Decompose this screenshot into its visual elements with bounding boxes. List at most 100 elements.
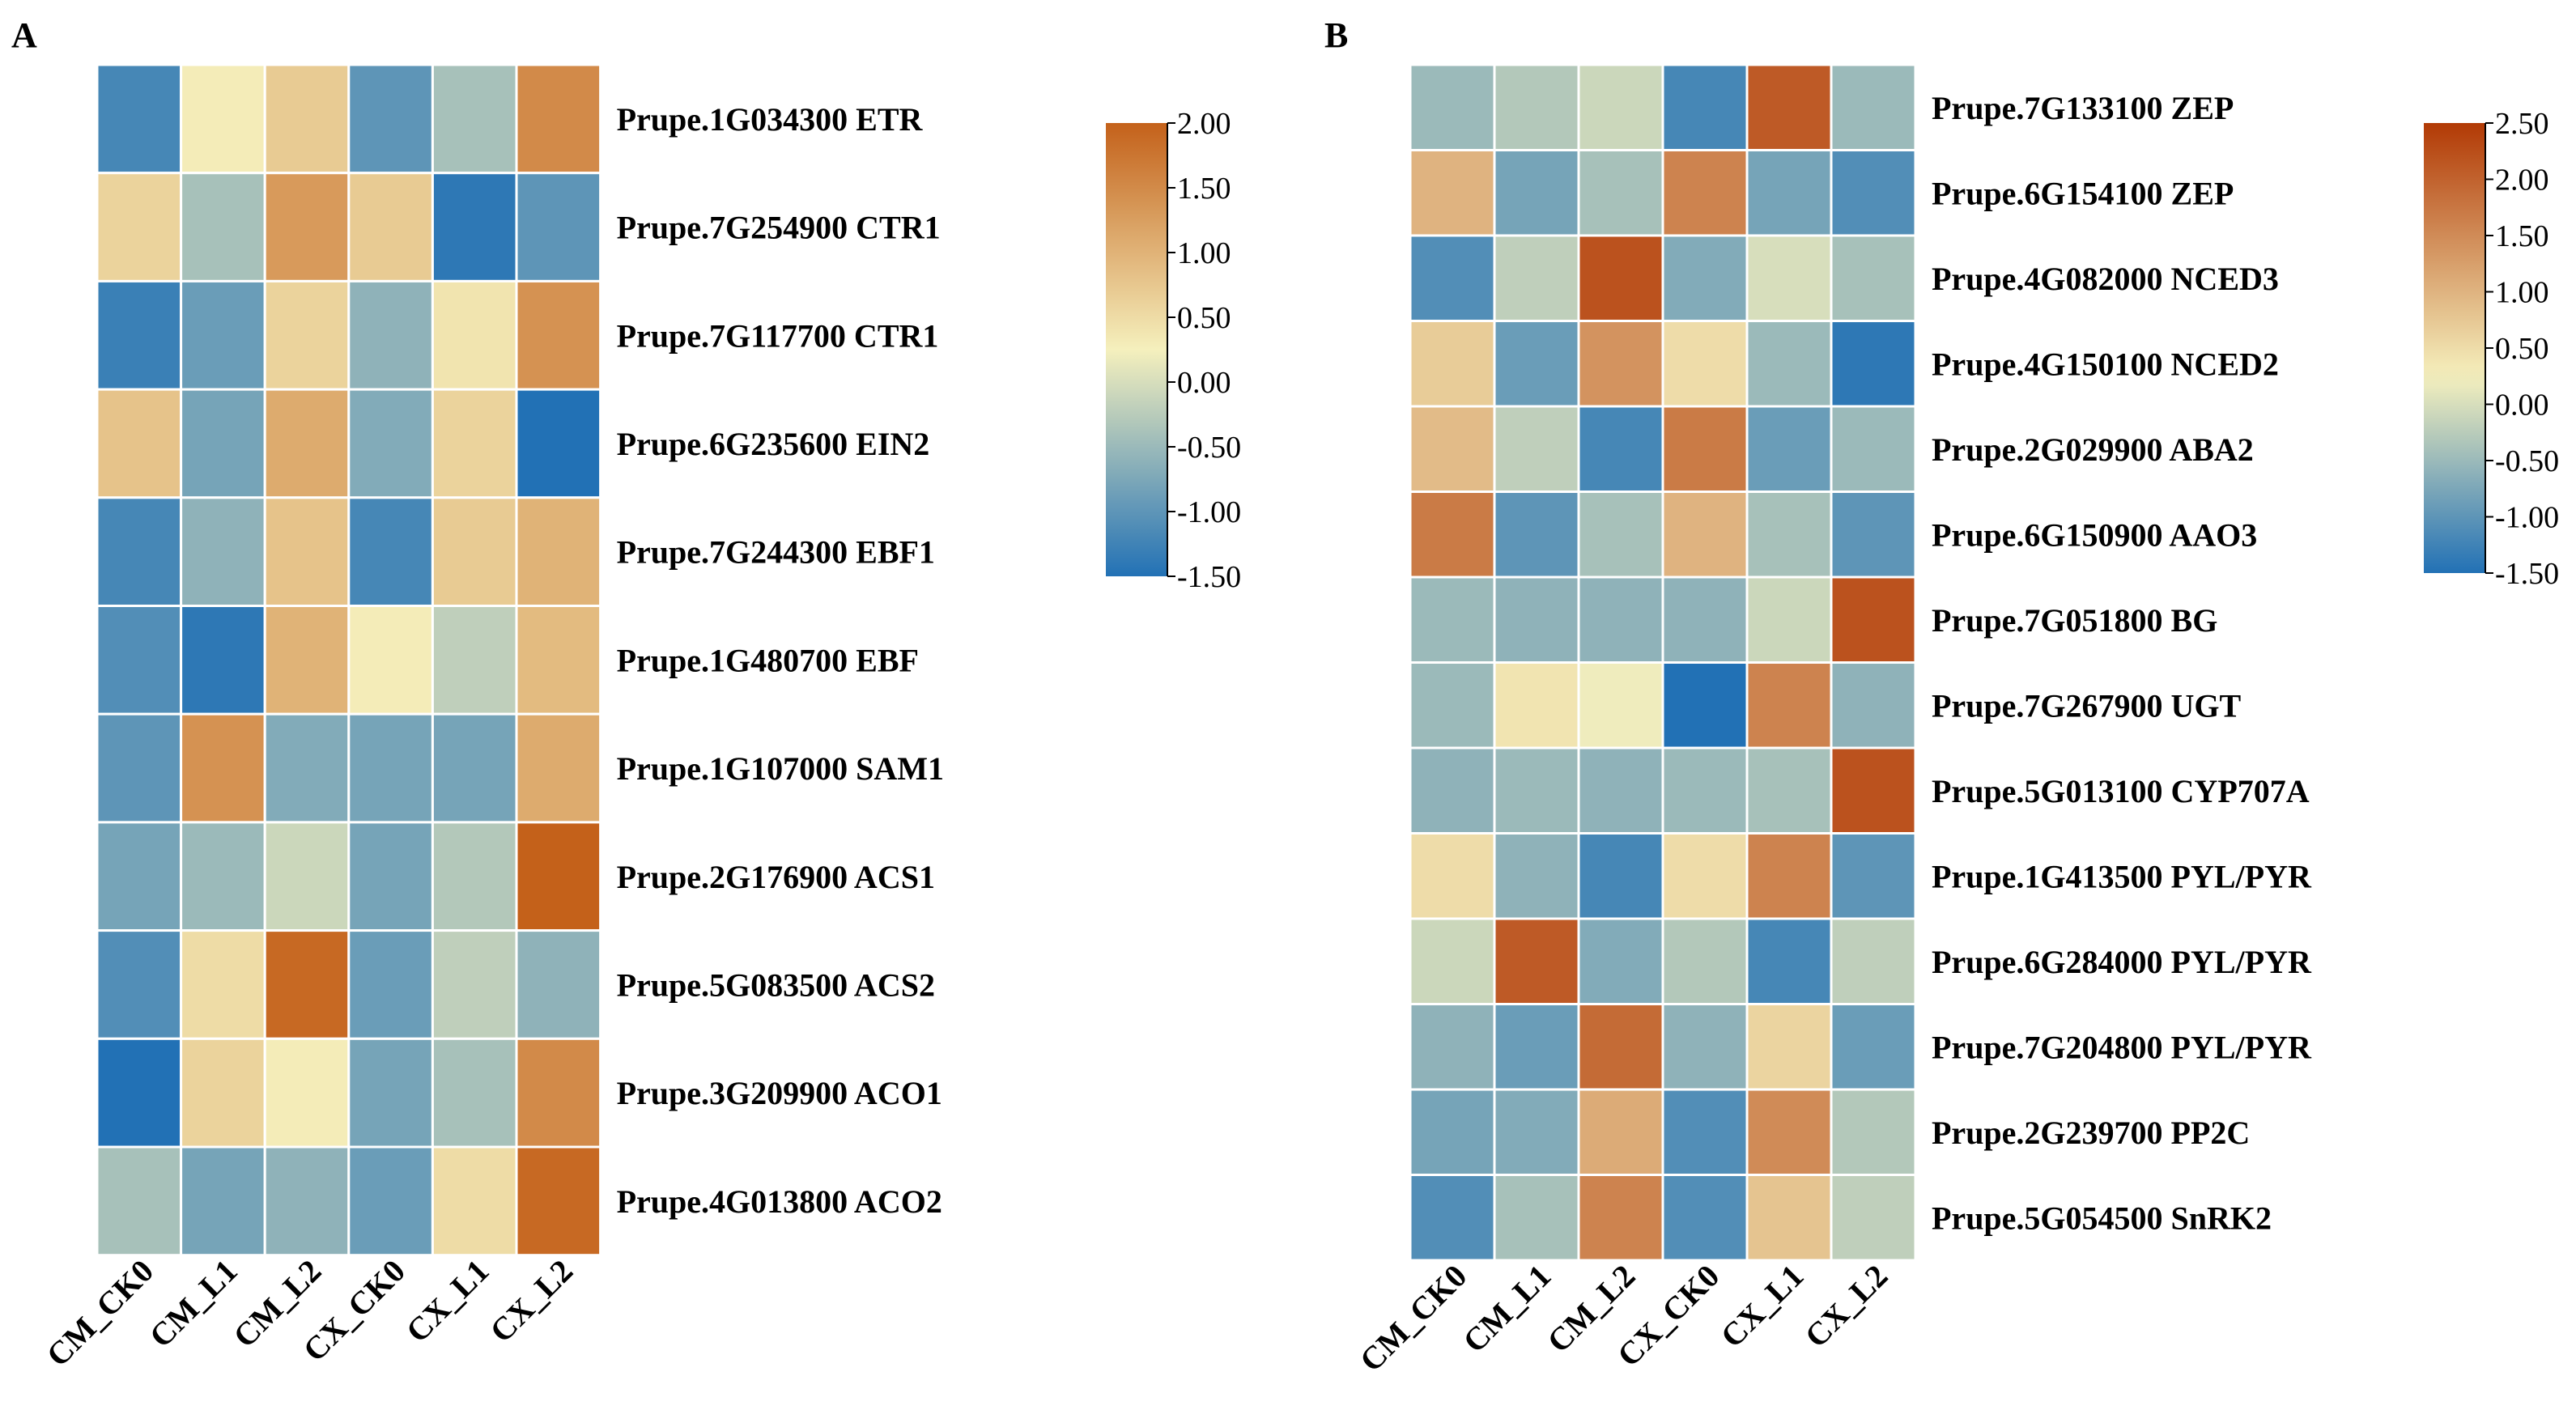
heatmap-cell: [347, 929, 434, 1040]
heatmap-cell: [1830, 746, 1917, 835]
heatmap-cell: [1661, 149, 1749, 237]
row-label: Prupe.7G267900 UGT: [1932, 687, 2242, 724]
heatmap-cell: [515, 63, 602, 175]
heatmap-cell: [1661, 63, 1749, 151]
heatmap-cell: [1830, 491, 1917, 579]
heatmap-cell: [1493, 491, 1580, 579]
row-label: Prupe.1G034300 ETR: [617, 101, 924, 138]
heatmap-cell: [1409, 491, 1496, 579]
row-label: Prupe.5G054500 SnRK2: [1932, 1200, 2272, 1236]
heatmap-cell: [1830, 1003, 1917, 1091]
row-label: Prupe.4G150100 NCED2: [1932, 346, 2279, 382]
heatmap-cell: [1409, 1088, 1496, 1176]
row-label: Prupe.7G254900 CTR1: [617, 210, 941, 246]
heatmap-cell: [515, 388, 602, 499]
heatmap-cell: [1830, 575, 1917, 664]
column-label: CM_L1: [1456, 1258, 1558, 1360]
heatmap-cell: [1661, 491, 1749, 579]
heatmap-cell: [1661, 575, 1749, 664]
colorbar: [2424, 123, 2485, 573]
heatmap-cell: [1661, 1174, 1749, 1262]
heatmap-cell: [1830, 234, 1917, 322]
colorbar-tick-label: 0.00: [1177, 366, 1231, 400]
heatmap-cell: [1661, 661, 1749, 750]
heatmap-cell: [96, 1145, 183, 1257]
heatmap-cell: [431, 712, 518, 824]
heatmap-cell: [1577, 1003, 1664, 1091]
heatmap-cell: [180, 821, 266, 932]
heatmap-cell: [1830, 661, 1917, 750]
row-label: Prupe.6G154100 ZEP: [1932, 175, 2234, 211]
heatmap-cell: [515, 821, 602, 932]
panel-letter-a: A: [11, 15, 37, 55]
heatmap-cell: [263, 279, 351, 391]
heatmap-cell: [263, 712, 351, 824]
heatmap-cell: [1745, 63, 1833, 151]
row-label: Prupe.1G480700 EBF: [617, 642, 919, 678]
row-label: Prupe.6G284000 PYL/PYR: [1932, 944, 2312, 980]
heatmap-cell: [1577, 832, 1664, 920]
column-label: CM_CK0: [40, 1252, 161, 1374]
heatmap-cell: [1493, 575, 1580, 664]
heatmap-cell: [1577, 575, 1664, 664]
row-label: Prupe.7G051800 BG: [1932, 602, 2217, 639]
heatmap-cell: [263, 388, 351, 499]
colorbar-tick-label: -1.00: [1177, 495, 1241, 529]
heatmap-cell: [1745, 1174, 1833, 1262]
colorbar-tick-label: 0.00: [2495, 389, 2549, 423]
heatmap-cell: [263, 821, 351, 932]
heatmap-cell: [1830, 63, 1917, 151]
colorbar-tick-label: -1.50: [2495, 557, 2559, 591]
row-label: Prupe.4G082000 NCED3: [1932, 261, 2279, 297]
heatmap-cell: [1409, 63, 1496, 151]
colorbar-tick-label: 1.50: [1177, 172, 1231, 206]
heatmap-cell: [1409, 575, 1496, 664]
heatmap-cell: [1830, 832, 1917, 920]
heatmap-cell: [180, 279, 266, 391]
row-label: Prupe.1G413500 PYL/PYR: [1932, 858, 2312, 894]
heatmap-cell: [1409, 149, 1496, 237]
row-label: Prupe.6G235600 EIN2: [617, 426, 930, 462]
row-label: Prupe.7G204800 PYL/PYR: [1932, 1029, 2312, 1065]
heatmap-cell: [1409, 661, 1496, 750]
panel-letter-b: B: [1324, 15, 1348, 55]
heatmap-cell: [347, 605, 434, 716]
heatmap-cell: [431, 821, 518, 932]
heatmap-cell: [1409, 405, 1496, 493]
heatmap-cell: [96, 279, 183, 391]
heatmap-cell: [1830, 1088, 1917, 1176]
heatmap-cell: [1493, 234, 1580, 322]
heatmap-cell: [431, 63, 518, 175]
heatmap-cell: [1493, 746, 1580, 835]
row-label: Prupe.4G013800 ACO2: [617, 1183, 942, 1220]
heatmap-cell: [1493, 405, 1580, 493]
heatmap-cell: [431, 172, 518, 282]
heatmap-cell: [1661, 832, 1749, 920]
heatmap-cell: [431, 279, 518, 391]
heatmap-cell: [347, 63, 434, 175]
heatmap-cell: [347, 821, 434, 932]
heatmap-cell: [1661, 320, 1749, 408]
heatmap-cell: [1493, 1088, 1580, 1176]
heatmap-cell: [1577, 149, 1664, 237]
heatmap-cell: [347, 279, 434, 391]
heatmap-cell: [1577, 234, 1664, 322]
colorbar-tick-label: 1.50: [2495, 219, 2549, 253]
heatmap-cell: [180, 1037, 266, 1149]
heatmap-cell: [180, 496, 266, 607]
heatmap-cell: [1493, 832, 1580, 920]
heatmap-cell: [347, 388, 434, 499]
heatmap-cell: [1577, 1088, 1664, 1176]
colorbar-tick-label: 2.00: [1177, 107, 1231, 141]
heatmap-cell: [263, 929, 351, 1040]
colorbar-tick-label: -0.50: [2495, 444, 2559, 478]
row-label: Prupe.1G107000 SAM1: [617, 750, 944, 787]
heatmap-cell: [1745, 234, 1833, 322]
heatmap-panel-b: B Prupe.7G133100 ZEP Prupe.6G154100 ZEP Pru…: [1324, 15, 2559, 1378]
heatmap-cell: [347, 712, 434, 824]
column-label: CM_L1: [142, 1252, 244, 1354]
heatmap-cell: [1493, 149, 1580, 237]
heatmap-cell: [431, 929, 518, 1040]
heatmap-cell: [180, 1145, 266, 1257]
